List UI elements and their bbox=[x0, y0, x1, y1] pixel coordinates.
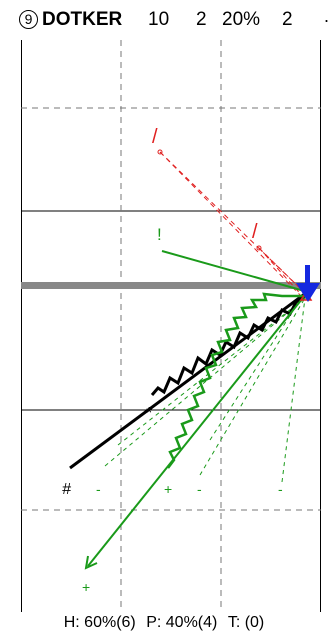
green-long-route bbox=[87, 293, 307, 567]
green-route-bang bbox=[161, 250, 309, 293]
marker-minus-1: - bbox=[96, 481, 101, 497]
ball-arrow-icon bbox=[296, 283, 320, 302]
marker-hash: # bbox=[62, 481, 72, 498]
stat-percent: 20% bbox=[222, 9, 261, 30]
marker-plus-mid: + bbox=[164, 481, 172, 497]
player-number-badge: 9 bbox=[19, 10, 38, 29]
dashed-grid bbox=[21, 40, 321, 612]
marker-plus-bottom: + bbox=[82, 579, 90, 595]
marker-slash-1: / bbox=[152, 126, 158, 148]
player-name: DOTKER bbox=[42, 9, 123, 30]
line-of-scrimmage bbox=[21, 282, 321, 289]
header-bar: 9 DOTKER 10 2 20% 2 . bbox=[0, 0, 328, 40]
green-dashed-fan bbox=[104, 297, 306, 483]
red-routes bbox=[157, 149, 311, 301]
stat-small: 2 bbox=[196, 9, 207, 30]
marker-bang: ! bbox=[157, 225, 162, 244]
black-straight-route bbox=[69, 291, 307, 470]
stat-count: 10 bbox=[148, 9, 170, 30]
green-wavy-route bbox=[167, 292, 305, 469]
marker-slash-2: / bbox=[252, 221, 258, 243]
footer-p: P: 40%(4) bbox=[146, 614, 218, 631]
green-arrowhead bbox=[84, 555, 98, 570]
marker-minus-3: - bbox=[278, 481, 283, 497]
black-zigzag-route bbox=[150, 294, 306, 396]
ball-arrow-shaft bbox=[305, 265, 310, 283]
marker-minus-2: - bbox=[197, 481, 202, 497]
footer-h: H: 60%(6) bbox=[63, 614, 136, 631]
spray-chart-field bbox=[21, 40, 321, 612]
marker-star: * bbox=[146, 405, 152, 422]
overflow-dot: . bbox=[324, 6, 328, 27]
footer-t: T: (0) bbox=[227, 614, 265, 631]
stat-extra: 2 bbox=[282, 9, 293, 30]
footer-stats: H: 60%(6) P: 40%(4) T: (0) bbox=[0, 614, 328, 641]
